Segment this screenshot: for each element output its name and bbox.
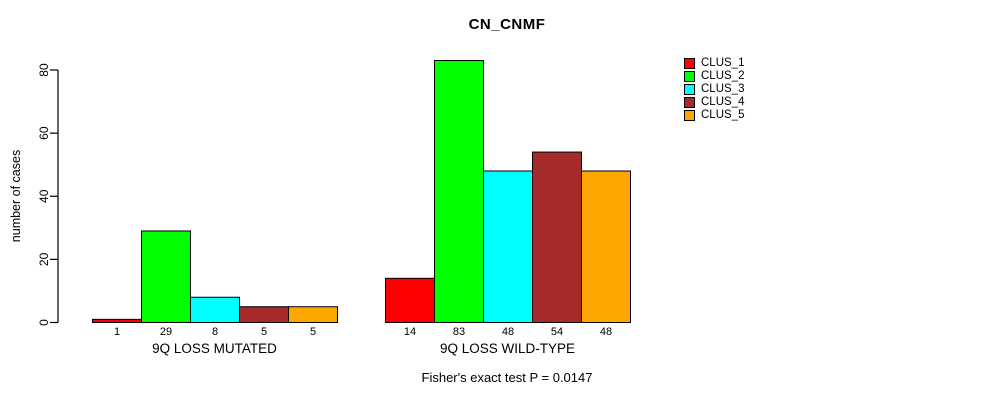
legend-swatch-clus_2 — [684, 71, 695, 82]
bar-clus_1-group-2 — [385, 277, 435, 323]
legend-swatch-clus_1 — [684, 58, 695, 69]
bar-value-label: 1 — [114, 326, 120, 338]
legend-swatch-clus_4 — [684, 97, 695, 108]
legend-entry: CLUS_5 — [684, 109, 744, 122]
bar-clus_3-group-2 — [483, 170, 533, 323]
legend-swatch-clus_5 — [684, 110, 695, 121]
y-tick-label: 0 — [37, 319, 51, 326]
statistical-test-caption: Fisher's exact test P = 0.0147 — [421, 370, 593, 385]
legend-label: CLUS_5 — [701, 109, 745, 121]
x-group-label: 9Q LOSS MUTATED — [152, 341, 277, 356]
bar-value-label: 54 — [551, 326, 563, 338]
legend-swatch-clus_3 — [684, 84, 695, 95]
bar-clus_1-group-1 — [92, 318, 142, 323]
y-tick-label: 40 — [37, 189, 51, 203]
legend-label: CLUS_2 — [701, 70, 745, 82]
bar-clus_4-group-2 — [532, 151, 582, 323]
bar-value-label: 29 — [160, 326, 172, 338]
bar-clus_2-group-1 — [141, 230, 191, 323]
legend: CLUS_1 CLUS_2 CLUS_3 CLUS_4 CLUS_5 — [684, 57, 744, 122]
legend-label: CLUS_3 — [701, 83, 745, 95]
bar-clus_3-group-1 — [190, 296, 240, 323]
y-tick-label: 60 — [37, 126, 51, 140]
y-tick-label: 20 — [37, 252, 51, 266]
bar-value-label: 83 — [453, 326, 465, 338]
legend-entry: CLUS_4 — [684, 96, 744, 109]
legend-entry: CLUS_3 — [684, 83, 744, 96]
bar-value-label: 5 — [261, 326, 267, 338]
bar-clus_5-group-1 — [288, 306, 338, 323]
legend-entry: CLUS_2 — [684, 70, 744, 83]
legend-entry: CLUS_1 — [684, 57, 744, 70]
bar-value-label: 8 — [212, 326, 218, 338]
bar-clus_2-group-2 — [434, 60, 484, 323]
x-group-label: 9Q LOSS WILD-TYPE — [440, 341, 575, 356]
bar-clus_4-group-1 — [239, 306, 289, 323]
bar-value-label: 5 — [310, 326, 316, 338]
bar-value-label: 48 — [502, 326, 514, 338]
bar-value-label: 14 — [404, 326, 416, 338]
chart-title: CN_CNMF — [468, 16, 546, 33]
legend-label: CLUS_1 — [701, 57, 745, 69]
bar-clus_5-group-2 — [581, 170, 631, 323]
bar-value-label: 48 — [600, 326, 612, 338]
y-tick-label: 80 — [37, 63, 51, 77]
legend-label: CLUS_4 — [701, 96, 745, 108]
